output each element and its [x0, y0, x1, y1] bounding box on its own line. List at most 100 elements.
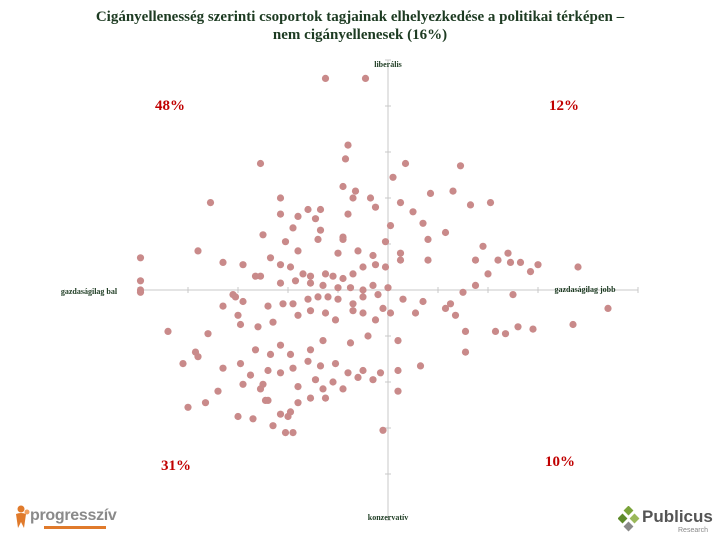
data-point: [236, 320, 245, 329]
data-point: [324, 293, 332, 301]
data-point: [459, 288, 467, 296]
data-point: [294, 383, 302, 391]
data-point: [349, 307, 357, 315]
data-point: [254, 323, 262, 331]
data-point: [344, 369, 352, 377]
data-point: [354, 373, 362, 381]
data-point: [349, 194, 357, 202]
data-point: [471, 281, 480, 289]
data-point: [259, 380, 267, 388]
data-point: [204, 330, 212, 338]
data-point: [306, 307, 315, 315]
data-point: [456, 162, 465, 170]
data-point: [246, 371, 255, 379]
data-point: [516, 258, 525, 266]
data-point: [289, 300, 297, 308]
axis-labels: liberális konzervatív gazdaságilag bal g…: [61, 60, 616, 522]
data-point: [191, 348, 200, 356]
data-point: [236, 360, 245, 368]
data-point: [319, 281, 327, 289]
data-point: [394, 387, 402, 395]
data-point: [396, 256, 405, 264]
data-point: [361, 74, 370, 82]
data-point: [509, 291, 517, 299]
data-point: [321, 309, 330, 317]
data-point: [251, 346, 260, 354]
data-point: [251, 272, 260, 280]
data-point: [349, 270, 357, 278]
data-point: [369, 281, 377, 289]
data-point: [416, 362, 425, 370]
chart-title-line1: Cigányellenesség szerinti csoportok tagj…: [95, 9, 625, 25]
data-point: [359, 309, 367, 317]
data-point: [394, 366, 402, 375]
data-point: [339, 182, 347, 191]
data-point: [424, 235, 432, 243]
data-point: [369, 251, 377, 260]
data-point: [256, 272, 265, 280]
data-point: [329, 378, 337, 386]
data-point: [316, 226, 325, 234]
data-point: [501, 330, 510, 338]
data-point: [184, 403, 192, 411]
data-point: [286, 350, 295, 358]
data-point: [386, 309, 395, 317]
data-point: [314, 235, 322, 243]
data-point: [289, 224, 297, 232]
x-axis-left-label: gazdaságilag bal: [61, 287, 118, 296]
data-point: [276, 279, 285, 287]
data-point: [239, 380, 247, 388]
data-point: [136, 277, 145, 285]
data-point: [379, 426, 387, 434]
data-point: [234, 412, 242, 421]
data-point: [304, 295, 312, 303]
data-point: [461, 348, 470, 356]
data-point: [264, 302, 272, 310]
data-point: [239, 261, 247, 269]
data-point: [604, 304, 612, 312]
data-point: [466, 201, 475, 209]
data-point: [284, 412, 292, 421]
data-point: [441, 228, 450, 237]
data-point: [389, 173, 397, 181]
data-point: [494, 256, 502, 264]
data-point: [446, 300, 455, 308]
data-point: [346, 284, 355, 292]
progressziv-figure-icon: [16, 505, 30, 528]
data-point: [289, 364, 297, 372]
data-point: [234, 311, 242, 319]
publicus-logo: Publicus Research: [618, 505, 718, 537]
quadrant-label-top-left: 48%: [155, 98, 185, 114]
data-point: [384, 284, 392, 292]
y-axis-bottom-label: konzervatív: [368, 513, 408, 522]
quadrant-label-bottom-left: 31%: [161, 458, 191, 474]
data-point: [424, 256, 432, 264]
data-point: [281, 429, 290, 437]
progressziv-logo: progresszív: [14, 504, 154, 534]
data-point: [249, 415, 257, 423]
data-point: [276, 194, 285, 202]
data-point: [219, 258, 227, 266]
data-point: [514, 323, 522, 331]
data-point: [354, 247, 362, 255]
data-point: [266, 350, 275, 358]
data-point: [411, 309, 420, 317]
data-point: [359, 286, 367, 294]
data-point: [294, 311, 302, 319]
data-point: [319, 385, 327, 393]
data-point: [334, 295, 342, 303]
data-point: [219, 302, 227, 310]
data-point: [259, 231, 267, 239]
data-point: [276, 261, 285, 269]
progressziv-logo-text: progresszív: [30, 507, 117, 524]
data-point: [419, 219, 427, 227]
data-point: [479, 242, 487, 250]
data-point: [371, 261, 380, 269]
data-point: [344, 210, 352, 218]
data-point: [401, 159, 410, 168]
data-point: [281, 238, 290, 246]
data-point: [269, 318, 277, 326]
data-point: [351, 187, 360, 195]
data-point: [179, 360, 187, 368]
